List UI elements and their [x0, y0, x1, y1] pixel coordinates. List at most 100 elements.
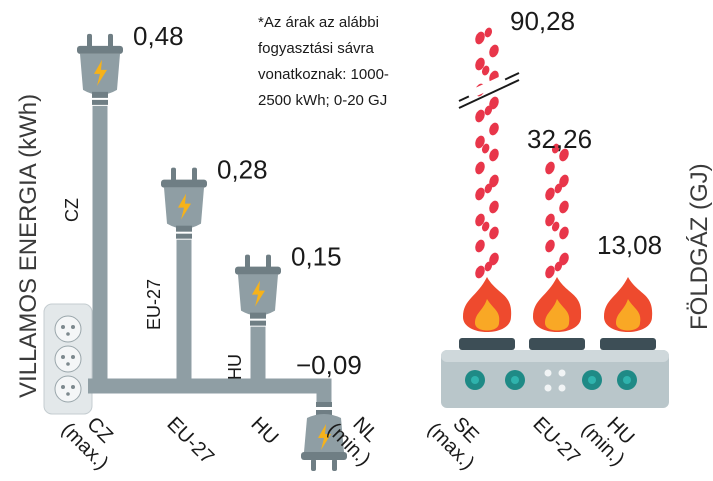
right-axis-label: FÖLDGÁZ (GJ) [686, 163, 713, 330]
indicator-dot [544, 384, 552, 392]
plug-prong [87, 33, 92, 48]
plug-ring [92, 99, 108, 105]
cable-bar [92, 105, 108, 386]
plug-prong [245, 254, 250, 269]
cable-code-label: EU-27 [144, 279, 164, 330]
value-label: 0,15 [291, 242, 342, 272]
electricity-chart: 0,48CZCZ(max.)0,28EU-27EU-270,15HUHU−0,0… [57, 21, 382, 474]
category-name: EU-27 [528, 413, 584, 469]
cable-bar [250, 326, 266, 386]
gas-drop [489, 200, 499, 214]
gas-drop [475, 213, 485, 227]
knob-center [511, 376, 519, 384]
gas-drop [481, 221, 490, 232]
gas-drop [559, 252, 569, 266]
plug-ring [316, 410, 332, 416]
left-axis-label: VILLAMOS ENERGIA (kWh) [15, 94, 42, 398]
gas-drop [475, 239, 485, 253]
gas-drop [475, 57, 485, 71]
indicator-dot [558, 384, 566, 392]
category-name: EU-27 [162, 413, 218, 469]
gas-drop [545, 239, 555, 253]
plug-prong [311, 459, 316, 471]
gas-drop [545, 213, 555, 227]
plug-ring [250, 320, 266, 326]
category-label: HU [246, 413, 282, 449]
plug-ring [92, 91, 108, 98]
gas-drop [475, 265, 485, 279]
stove-top [441, 350, 669, 362]
gas-drop [559, 226, 569, 240]
footnote-line-4: 2500 kWh; 0-20 GJ [258, 92, 387, 109]
gas-drop [484, 183, 493, 194]
plug-prong [108, 33, 113, 48]
value-label: −0,09 [296, 350, 362, 380]
gas-drop [559, 200, 569, 214]
gas-drop [545, 161, 555, 175]
indicator-dot [544, 369, 552, 377]
value-label: 0,48 [133, 21, 184, 51]
gas-drop [475, 161, 485, 175]
plug-cap [301, 452, 347, 460]
gas-drop [481, 65, 490, 76]
burner-grate [529, 338, 585, 350]
gas-chart: 90,28 SE(max.) 32,26 EU-27 13,08 HU(min.) [423, 6, 669, 474]
gas-drop [489, 174, 499, 188]
bolt-icon [318, 424, 331, 450]
indicator-dot [558, 369, 566, 377]
plug-cap [77, 45, 123, 54]
gas-drop [484, 27, 493, 38]
plug-cap [235, 266, 281, 275]
value-label: 32,26 [527, 124, 592, 154]
category-label: EU-27 [528, 413, 584, 469]
category-name: HU [246, 413, 282, 449]
bolt-icon [94, 59, 107, 86]
category-label: HU(min.) [577, 403, 644, 470]
gas-drop [551, 143, 560, 154]
gas-drop [475, 187, 485, 201]
plug-prong [171, 167, 176, 182]
gas-drop [484, 105, 493, 116]
power-strip-icon [43, 303, 93, 415]
gas-drop [475, 135, 485, 149]
flame-inner [475, 299, 500, 331]
cable-bar [316, 386, 332, 402]
plug-prong [192, 167, 197, 182]
category-label: SE(max.) [423, 403, 494, 474]
gas-drop [481, 143, 490, 154]
footnote-line-3: vonatkoznak: 1000- [258, 66, 389, 83]
footnote: *Az árak az alábbi fogyasztási sávra von… [258, 14, 393, 109]
gas-drop [551, 221, 560, 232]
gas-drop [559, 148, 569, 162]
gas-drop [545, 265, 555, 279]
gas-drop [554, 183, 563, 194]
bolt-icon [178, 193, 191, 220]
knob-center [588, 376, 596, 384]
plug-ring [176, 225, 192, 232]
plug-prong [332, 459, 337, 471]
flame-inner [616, 299, 641, 331]
cable-trunk [88, 378, 332, 394]
stove-body [441, 350, 669, 408]
cable-code-label: CZ [62, 198, 82, 222]
gas-drop [489, 148, 499, 162]
footnote-line-2: fogyasztási sávra [258, 40, 375, 57]
gas-drop [554, 261, 563, 272]
plug-ring [176, 233, 192, 239]
gas-drop [489, 122, 499, 136]
plug-ring [250, 312, 266, 319]
flame-inner [545, 299, 570, 331]
plug-ring [316, 402, 332, 407]
gas-drop [489, 96, 499, 110]
cable-bar [176, 239, 192, 386]
knob-center [623, 376, 631, 384]
gas-drop [475, 31, 485, 45]
burner-grate [600, 338, 656, 350]
gas-drop [559, 174, 569, 188]
gas-drop [475, 109, 485, 123]
break-gap [466, 75, 507, 100]
value-label: 0,28 [217, 155, 268, 185]
